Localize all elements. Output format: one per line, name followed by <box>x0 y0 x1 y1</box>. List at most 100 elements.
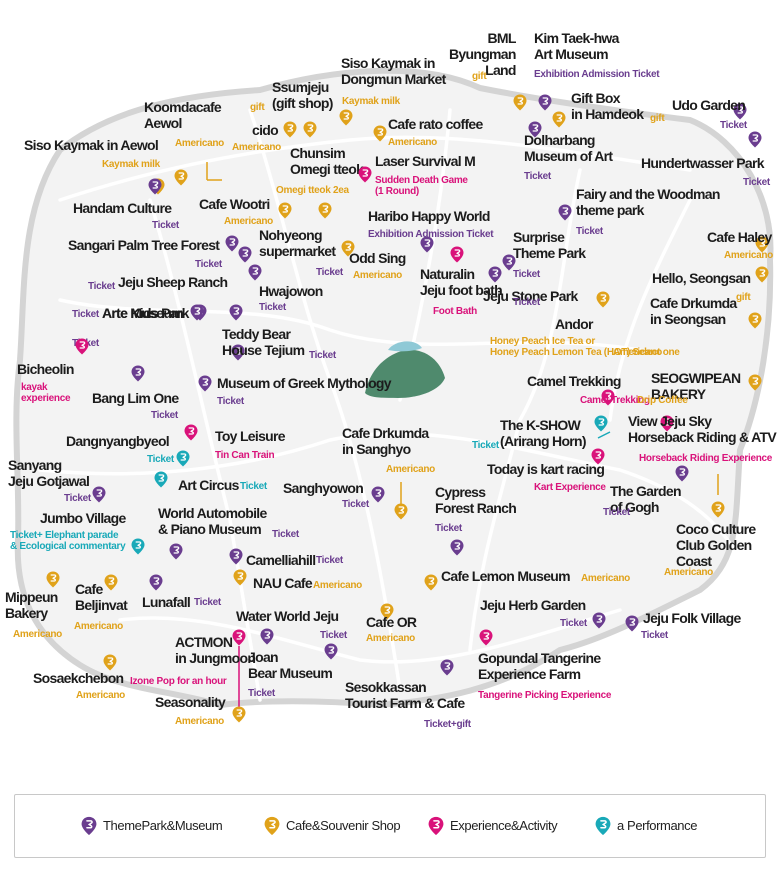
map-pin-icon[interactable] <box>373 125 387 142</box>
place-offer: Ticket <box>195 259 222 270</box>
map-pin-icon[interactable] <box>46 571 60 588</box>
map-pin-icon[interactable] <box>131 538 145 555</box>
jeju-island-map <box>13 67 774 715</box>
map-pin-icon[interactable] <box>278 202 292 219</box>
map-pin-icon[interactable] <box>733 103 747 120</box>
map-pin-icon[interactable] <box>711 501 725 518</box>
place-name: ACTMON in Jungmoon <box>175 634 256 666</box>
place-offer: gift <box>650 113 665 124</box>
map-pin-icon[interactable] <box>488 266 502 283</box>
map-pin-icon[interactable] <box>324 643 338 660</box>
place-name: Art Circus <box>178 477 239 493</box>
map-pin-icon[interactable] <box>229 548 243 565</box>
map-pin-icon[interactable] <box>260 628 274 645</box>
place-name: Sanyang Jeju Gotjawal <box>8 457 90 489</box>
map-pin-icon[interactable] <box>231 344 245 361</box>
place-offer: Ticket <box>309 350 336 361</box>
place-offer: Ticket <box>272 529 299 540</box>
map-pin-icon[interactable] <box>558 204 572 221</box>
place-offer: Ticket <box>72 309 99 320</box>
map-pin-icon[interactable] <box>371 486 385 503</box>
place-offer: Americano <box>313 580 362 591</box>
place-name: Arte Kids Park <box>102 305 189 321</box>
map-pin-icon[interactable] <box>528 121 542 138</box>
map-pin-icon[interactable] <box>748 374 762 391</box>
map-pin-icon[interactable] <box>591 448 605 465</box>
map-pin-icon[interactable] <box>318 202 332 219</box>
map-pin-icon[interactable] <box>131 365 145 382</box>
place-offer: Ticket <box>152 220 179 231</box>
map-pin-icon[interactable] <box>479 629 493 646</box>
map-pin-icon[interactable] <box>283 121 297 138</box>
place-offer: Ticket <box>513 269 540 280</box>
place-offer: Americano <box>175 138 224 149</box>
map-pin-icon[interactable] <box>675 465 689 482</box>
place-name: Gift Box in Hamdeok <box>571 90 644 122</box>
map-pin-icon[interactable] <box>169 543 183 560</box>
map-pin-icon[interactable] <box>154 471 168 488</box>
map-pin-icon[interactable] <box>660 415 674 432</box>
map-pin-icon[interactable] <box>440 659 454 676</box>
place-name: BML Byungman Land <box>449 30 516 78</box>
map-pin-icon[interactable] <box>394 503 408 520</box>
map-pin-icon[interactable] <box>176 450 190 467</box>
place-offer: Americano <box>232 142 281 153</box>
map-pin-icon[interactable] <box>190 304 204 321</box>
map-pin-icon[interactable] <box>502 254 516 271</box>
map-pin-icon[interactable] <box>232 706 246 723</box>
map-pin-icon[interactable] <box>450 246 464 263</box>
place-offer: Ticket <box>513 297 540 308</box>
map-pin-icon[interactable] <box>92 486 106 503</box>
map-pin-icon[interactable] <box>424 574 438 591</box>
map-pin-icon[interactable] <box>755 266 769 283</box>
map-pin-icon[interactable] <box>303 121 317 138</box>
map-pin-icon[interactable] <box>625 615 639 632</box>
map-pin-icon[interactable] <box>748 312 762 329</box>
map-pin-icon[interactable] <box>148 178 162 195</box>
map-pin-icon[interactable] <box>174 169 188 186</box>
place-offer: Camel Trekking <box>580 395 650 406</box>
map-pin-icon[interactable] <box>592 612 606 629</box>
place-name: Sangari Palm Tree Forest <box>68 237 220 253</box>
map-pin-icon[interactable] <box>248 264 262 281</box>
map-pin-icon[interactable] <box>232 629 246 646</box>
map-pin-icon[interactable] <box>755 236 769 253</box>
place-offer: Ticket <box>560 618 587 629</box>
map-pin-icon[interactable] <box>184 424 198 441</box>
place-name: Dangnyangbyeol <box>66 433 170 449</box>
map-pin-icon[interactable] <box>594 415 608 432</box>
place-offer: Americano <box>224 216 273 227</box>
place-offer: Ticket <box>603 507 630 518</box>
map-pin-icon[interactable] <box>380 603 394 620</box>
place-offer: Americano <box>175 716 224 727</box>
map-pin-icon[interactable] <box>198 375 212 392</box>
map-pin-icon[interactable] <box>596 291 610 308</box>
roads <box>38 108 742 702</box>
map-pin-icon[interactable] <box>513 94 527 111</box>
map-pin-icon[interactable] <box>233 569 247 586</box>
place-name: Jumbo Village <box>40 510 126 526</box>
place-offer: Honey Peach Ice Tea or Honey Peach Lemon… <box>490 336 680 358</box>
place-name: Siso Kaymak in Aewol <box>24 137 159 153</box>
map-pin-icon[interactable] <box>341 240 355 257</box>
map-pin-icon[interactable] <box>339 109 353 126</box>
map-pin-icon[interactable] <box>149 574 163 591</box>
map-pin-icon[interactable] <box>225 235 239 252</box>
legend-label: Experience&Activity <box>450 818 558 833</box>
map-pin-icon[interactable] <box>104 574 118 591</box>
map-pin-icon[interactable] <box>601 389 615 406</box>
map-pin-icon[interactable] <box>420 236 434 253</box>
place-offer: Americano <box>353 270 402 281</box>
map-pin-icon[interactable] <box>229 304 243 321</box>
map-pin-icon[interactable] <box>358 166 372 183</box>
map-pin-icon[interactable] <box>450 539 464 556</box>
map-pin-icon[interactable] <box>552 111 566 128</box>
place-name: Jeju Folk Village <box>643 610 741 626</box>
map-pin-icon[interactable] <box>75 338 89 355</box>
place-name: Gopundal Tangerine Experience Farm <box>478 650 601 682</box>
map-pin-icon[interactable] <box>103 654 117 671</box>
map-pin-icon[interactable] <box>538 94 552 111</box>
place-name: cido <box>252 122 279 138</box>
map-pin-icon[interactable] <box>238 246 252 263</box>
map-pin-icon[interactable] <box>748 131 762 148</box>
